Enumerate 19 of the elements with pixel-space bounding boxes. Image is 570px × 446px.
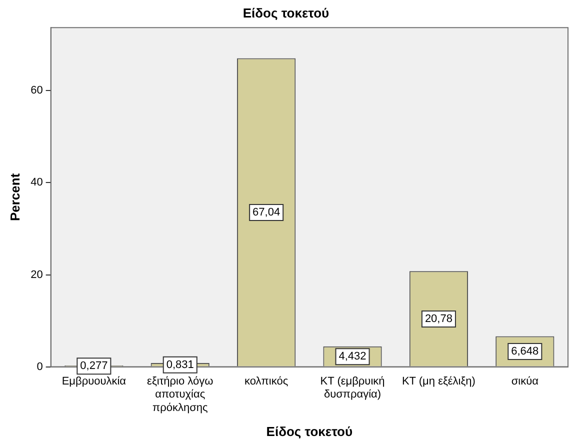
x-tick-label: ΚΤ (εμβρυική δυσπραγία) (320, 375, 385, 401)
data-label: 6,648 (511, 346, 539, 358)
y-tick-label: 40 (30, 176, 43, 189)
x-axis-title: Είδος τοκετού (266, 424, 353, 439)
x-tick-label: ΚΤ (μη εξέλιξη) (402, 375, 476, 388)
y-tick-label: 0 (36, 360, 43, 373)
x-tick-label: Εμβρυουλκία (62, 375, 127, 388)
data-label: 0,831 (166, 358, 194, 371)
y-axis-title: Percent (7, 172, 22, 222)
data-label: 67,04 (252, 206, 280, 219)
data-label: 0,277 (80, 360, 108, 372)
x-tick-label: κολπικός (244, 375, 288, 388)
x-tick-label: εξιτήριο λόγω αποτυχίας πρόκλησης (147, 375, 214, 414)
chart-title: Είδος τοκετού (242, 5, 330, 20)
x-tick-label: σικύα (511, 375, 540, 388)
y-tick-label: 20 (30, 268, 43, 281)
data-label: 20,78 (424, 313, 452, 326)
y-tick-label: 60 (30, 84, 43, 97)
data-label: 4,432 (338, 350, 366, 363)
